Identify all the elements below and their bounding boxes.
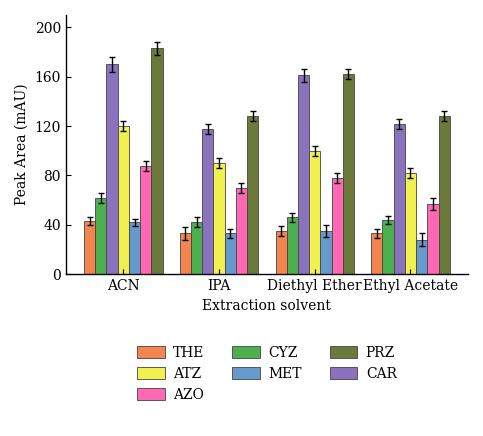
Bar <box>225 234 236 274</box>
Legend: THE, ATZ, AZO, CYZ, MET, PRZ, CAR: THE, ATZ, AZO, CYZ, MET, PRZ, CAR <box>137 346 397 402</box>
Bar <box>427 204 439 274</box>
Bar <box>320 231 331 274</box>
Bar <box>309 151 320 274</box>
Bar <box>151 48 163 274</box>
X-axis label: Extraction solvent: Extraction solvent <box>202 299 331 313</box>
Bar <box>371 234 383 274</box>
Bar <box>106 65 118 274</box>
Bar <box>140 166 151 274</box>
Bar <box>331 178 343 274</box>
Bar <box>236 188 247 274</box>
Bar <box>202 129 213 274</box>
Bar <box>247 116 258 274</box>
Bar <box>343 74 354 274</box>
Bar <box>191 222 202 274</box>
Bar <box>275 231 287 274</box>
Bar <box>213 163 225 274</box>
Bar <box>298 75 309 274</box>
Bar <box>394 124 405 274</box>
Bar <box>129 222 140 274</box>
Bar <box>118 126 129 274</box>
Bar <box>84 221 95 274</box>
Bar <box>95 198 106 274</box>
Bar <box>416 240 427 274</box>
Bar <box>439 116 450 274</box>
Bar <box>383 220 394 274</box>
Bar <box>287 218 298 274</box>
Bar <box>405 173 416 274</box>
Bar <box>180 234 191 274</box>
Y-axis label: Peak Area (mAU): Peak Area (mAU) <box>15 84 29 205</box>
